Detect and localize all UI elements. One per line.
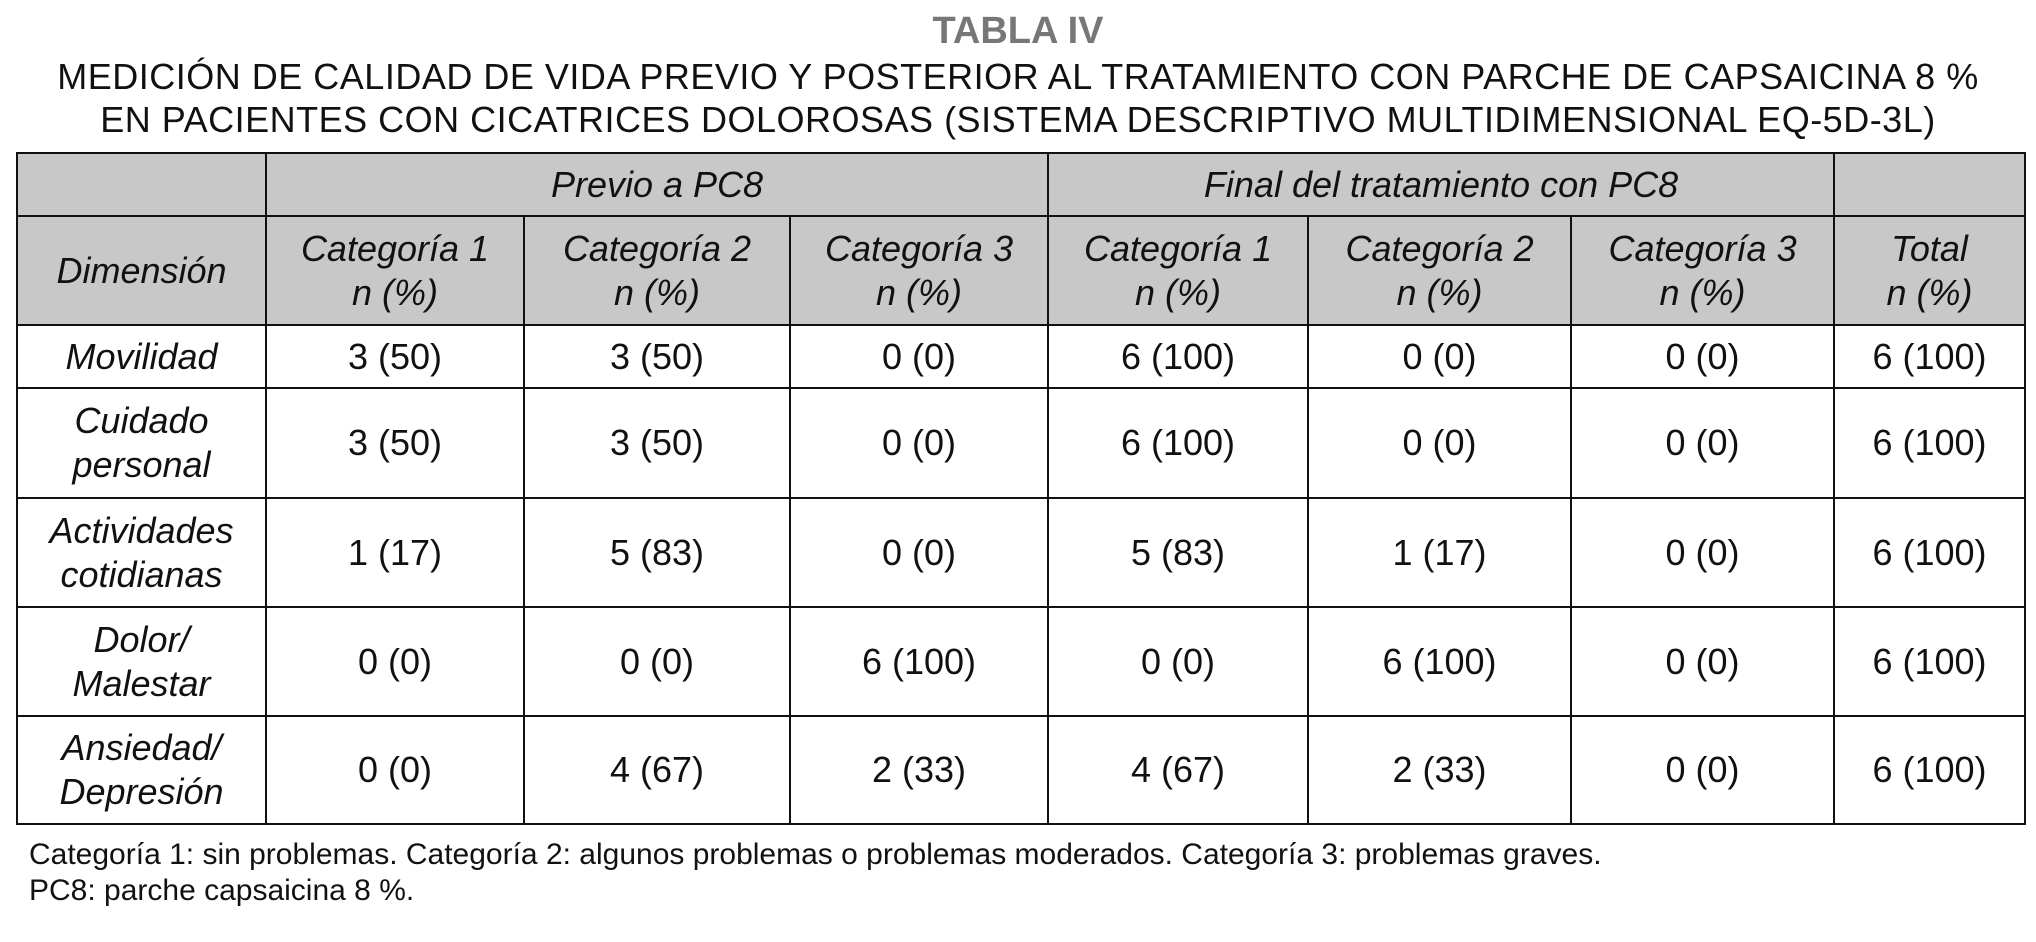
value-cell: 5 (83): [523, 497, 791, 608]
footnote-categories: Categoría 1: sin problemas. Categoría 2:…: [29, 838, 1602, 871]
empty-header-cell: [1833, 152, 2027, 217]
value-cell: 0 (0): [1570, 606, 1836, 717]
column-header-line: Categoría 1: [1083, 227, 1273, 269]
column-header-line: n (%): [1886, 271, 1973, 313]
quality-of-life-table: Previo a PC8 Final del tratamiento con P…: [16, 152, 2027, 825]
footnote-pc8: PC8: parche capsaicina 8 %.: [29, 874, 415, 907]
dimension-line: personal: [72, 444, 211, 485]
value-cell: 0 (0): [1570, 497, 1836, 608]
dimension-line: cotidianas: [60, 553, 223, 595]
column-header-line: Dimensión: [56, 249, 227, 291]
value-cell: 0 (0): [523, 606, 791, 717]
value-cell: 6 (100): [788, 606, 1050, 717]
column-header: Total n (%): [1833, 215, 2027, 326]
column-header-line: n (%): [876, 271, 963, 313]
empty-header-cell: [16, 152, 267, 217]
value-cell: 0 (0): [788, 497, 1050, 608]
group-header-final: Final del tratamiento con PC8: [1047, 152, 1836, 217]
value-cell: 6 (100): [1307, 606, 1573, 717]
column-header-line: Categoría 2: [1345, 227, 1534, 269]
dimension-cell: Cuidado personal: [16, 387, 267, 499]
table-row: Actividades cotidianas 1 (17) 5 (83) 0 (0) 5 …: [16, 497, 2027, 608]
column-header-line: Total: [1891, 227, 1968, 269]
value-cell: 2 (33): [788, 715, 1050, 825]
dimension-line: Depresión: [59, 771, 224, 812]
column-header-line: n (%): [1659, 271, 1746, 313]
value-cell: 4 (67): [523, 715, 791, 825]
column-header-line: n (%): [1396, 271, 1483, 313]
dimension-cell: Dolor/Malestar: [16, 606, 267, 717]
value-cell: 0 (0): [265, 715, 525, 825]
column-header-line: n (%): [613, 271, 700, 313]
value-cell: 3 (50): [265, 387, 525, 499]
dimension-cell: Ansiedad/Depresión: [16, 715, 267, 825]
value-cell: 0 (0): [788, 324, 1050, 389]
dimension-line: Movilidad: [65, 335, 218, 377]
value-cell: 6 (100): [1833, 715, 2027, 825]
table-row: Cuidado personal 3 (50) 3 (50) 0 (0) 6 (100) 0…: [16, 387, 2027, 499]
value-cell: 6 (100): [1833, 387, 2027, 499]
dimension-cell: Movilidad: [16, 324, 267, 389]
column-header-line: Categoría 3: [824, 227, 1014, 269]
column-header-line: n (%): [1135, 271, 1222, 313]
value-cell: 0 (0): [1307, 324, 1573, 389]
value-cell: 0 (0): [265, 606, 525, 717]
table-row: Ansiedad/Depresión 0 (0) 4 (67) 2 (33) 4 (67…: [16, 715, 2027, 825]
value-cell: 0 (0): [1570, 387, 1836, 499]
table-title: TABLA IV: [932, 10, 1104, 52]
value-cell: 1 (17): [265, 497, 525, 608]
dimension-line: Cuidado: [74, 400, 209, 441]
value-cell: 3 (50): [523, 324, 791, 389]
dimension-line: Ansiedad/: [61, 727, 222, 768]
dimension-line: Dolor/: [93, 618, 190, 660]
value-cell: 0 (0): [1570, 324, 1836, 389]
value-cell: 0 (0): [1570, 715, 1836, 825]
dimension-cell: Actividades cotidianas: [16, 497, 267, 608]
dimension-line: Malestar: [72, 662, 211, 704]
table-subtitle-line-1: MEDICIÓN DE CALIDAD DE VIDA PREVIO Y POS…: [57, 56, 1979, 97]
column-header: Dimensión: [16, 215, 267, 326]
column-header-line: Categoría 3: [1608, 227, 1797, 269]
value-cell: 3 (50): [523, 387, 791, 499]
column-header-line: Categoría 2: [562, 227, 752, 269]
table-row: Dolor/Malestar 0 (0) 0 (0) 6 (100) 0 (0) 6 (1…: [16, 606, 2027, 717]
value-cell: 6 (100): [1047, 324, 1310, 389]
group-header-row: Previo a PC8 Final del tratamiento con P…: [16, 152, 2027, 217]
value-cell: 6 (100): [1833, 497, 2027, 608]
column-header-line: n (%): [351, 271, 438, 313]
value-cell: 6 (100): [1833, 324, 2027, 389]
value-cell: 3 (50): [265, 324, 525, 389]
value-cell: 6 (100): [1047, 387, 1310, 499]
value-cell: 0 (0): [788, 387, 1050, 499]
value-cell: 5 (83): [1047, 497, 1310, 608]
value-cell: 1 (17): [1307, 497, 1573, 608]
table-subtitle-line-2: EN PACIENTES CON CICATRICES DOLOROSAS (S…: [100, 99, 1936, 140]
column-header-line: Categoría 1: [300, 227, 490, 269]
value-cell: 0 (0): [1307, 387, 1573, 499]
value-cell: 6 (100): [1833, 606, 2027, 717]
group-header-previo: Previo a PC8: [264, 152, 1050, 217]
value-cell: 0 (0): [1047, 606, 1310, 717]
table-row: Movilidad 3 (50) 3 (50) 0 (0) 6 (100) 0 (0) 0 …: [16, 324, 2027, 389]
value-cell: 2 (33): [1307, 715, 1573, 825]
dimension-line: Actividades: [49, 509, 234, 551]
value-cell: 4 (67): [1047, 715, 1310, 825]
